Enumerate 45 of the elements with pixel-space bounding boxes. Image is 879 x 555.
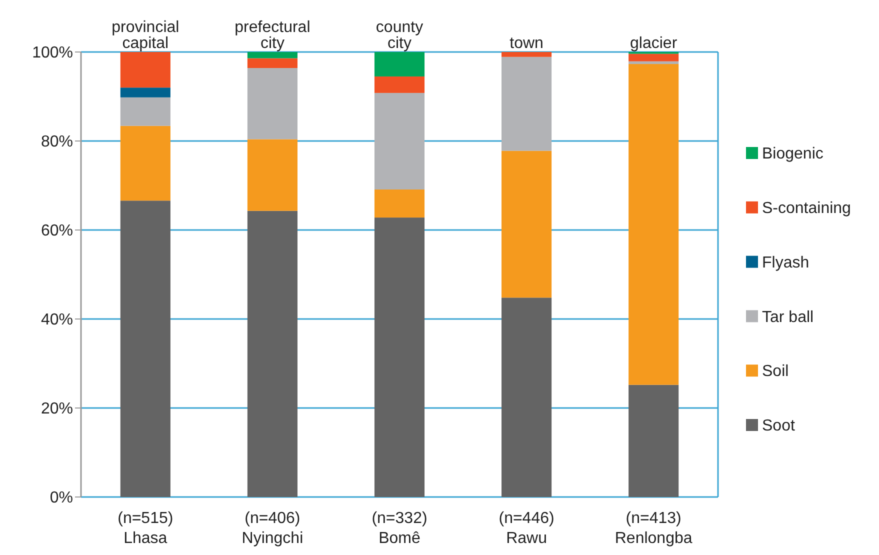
bar: [374, 190, 425, 218]
bar: [628, 54, 679, 62]
bar: [502, 56, 552, 151]
legend-label: Soil: [762, 363, 789, 380]
legend-label: S-containing: [762, 200, 851, 217]
annotation: provincial capital: [112, 19, 180, 52]
y-tick-label: 40%: [40, 312, 73, 329]
bar: [502, 52, 552, 57]
x-tick-label: (n=446) Rawu: [498, 510, 554, 547]
y-tick-label: 60%: [40, 222, 73, 240]
bar: [374, 52, 425, 76]
bar: [374, 92, 425, 190]
bar: [247, 58, 298, 68]
annotation: glacier: [630, 35, 678, 52]
bar: [120, 52, 170, 88]
annotation: county city: [376, 19, 424, 52]
bar: [120, 200, 170, 497]
annotation: prefectural city: [234, 19, 310, 52]
bar: [628, 64, 679, 385]
y-tick-label: 100%: [32, 44, 73, 62]
legend-label: Biogenic: [762, 146, 824, 163]
bar: [374, 218, 425, 497]
bar: [374, 76, 425, 93]
bar: [247, 139, 298, 211]
bar: [502, 298, 552, 497]
bar: [628, 384, 679, 497]
bar: [247, 52, 298, 58]
x-tick-label: (n=406) Nyingchi: [242, 510, 304, 547]
x-tick-label: (n=332) Bomê: [372, 510, 428, 547]
bar: [247, 68, 298, 140]
bar: [628, 61, 679, 64]
bar: [120, 126, 170, 201]
legend-label: Soot: [762, 418, 796, 435]
y-tick-label: 0%: [50, 490, 73, 507]
y-tick-label: 20%: [40, 400, 73, 418]
bar: [247, 210, 298, 497]
legend-label: Tar ball: [762, 308, 814, 326]
x-tick-label: (n=515) Lhasa: [118, 510, 174, 547]
annotation: town: [510, 35, 544, 52]
bar: [502, 150, 552, 298]
x-tick-label: (n=413) Renlongba: [614, 510, 692, 547]
bar: [120, 88, 170, 98]
bar: [120, 97, 170, 126]
legend-label: Flyash: [762, 254, 810, 272]
y-tick-label: 80%: [40, 134, 73, 151]
